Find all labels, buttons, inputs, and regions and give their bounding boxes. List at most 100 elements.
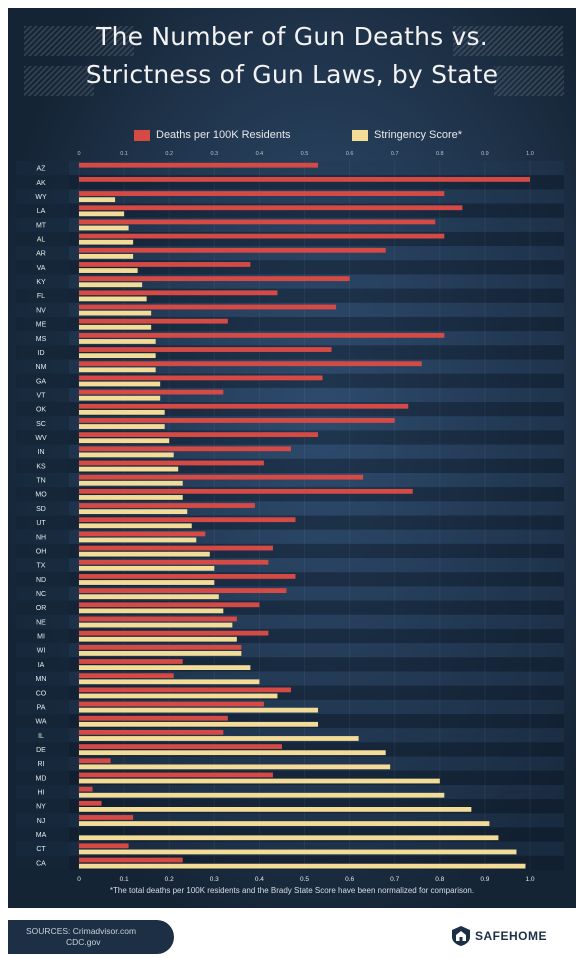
state-label: OK	[36, 407, 46, 414]
bar-stringency	[79, 651, 242, 656]
x-tick-label: 0	[77, 876, 81, 883]
state-label: WA	[35, 719, 46, 726]
legend-label-deaths: Deaths per 100K Residents	[156, 129, 291, 141]
state-label: MT	[36, 222, 47, 229]
bar-deaths	[79, 332, 445, 338]
legend-item-deaths: Deaths per 100K Residents	[134, 127, 291, 143]
state-label: HI	[38, 790, 45, 797]
bar-stringency	[79, 296, 147, 302]
bar-stringency	[79, 211, 125, 217]
bar-stringency	[79, 537, 197, 543]
sources-line-1: SOURCES: Crimadvisor.com	[26, 926, 137, 936]
bar-stringency	[79, 679, 260, 685]
bar-deaths	[79, 488, 413, 494]
bar-deaths	[79, 418, 395, 423]
bar-deaths	[79, 191, 445, 196]
state-label: MN	[36, 676, 47, 683]
bar-stringency	[79, 395, 161, 401]
bar-stringency	[79, 580, 215, 585]
bar-deaths	[79, 432, 319, 438]
state-label: TN	[36, 478, 45, 485]
x-tick-label: 0.7	[391, 151, 399, 157]
bar-deaths	[79, 233, 445, 239]
x-tick-label: 0.2	[165, 151, 173, 157]
bar-deaths	[79, 460, 264, 466]
house-shield-icon	[452, 926, 470, 946]
legend-item-stringency: Stringency Score*	[352, 127, 462, 143]
bar-stringency	[79, 622, 233, 628]
bar-deaths	[79, 800, 102, 806]
sources-line-2: CDC.gov	[66, 937, 101, 947]
brand-logo[interactable]: SAFEHOME	[452, 926, 547, 946]
bar-stringency	[79, 736, 359, 741]
bar-stringency	[79, 480, 183, 486]
state-label: IN	[38, 449, 45, 456]
bar-deaths	[79, 545, 273, 551]
bar-stringency	[79, 282, 143, 288]
state-label: OR	[36, 605, 47, 612]
bar-deaths	[79, 758, 111, 764]
bar-deaths	[79, 744, 282, 749]
state-label: CT	[36, 846, 46, 853]
x-tick-label: 0.3	[210, 151, 218, 157]
bar-deaths	[79, 247, 386, 253]
bar-deaths	[79, 772, 273, 778]
state-label: OH	[36, 548, 47, 555]
state-label: LA	[37, 208, 46, 215]
state-label: RI	[38, 761, 45, 768]
state-label: AR	[36, 251, 46, 258]
state-label: NM	[36, 364, 47, 371]
state-label: NC	[36, 591, 46, 598]
x-tick-label: 0.4	[255, 876, 264, 883]
bar-stringency	[79, 835, 499, 841]
state-label: KY	[36, 279, 46, 286]
state-label: WI	[37, 648, 46, 655]
bar-deaths	[79, 361, 422, 367]
x-tick-label: 0.5	[301, 151, 309, 157]
state-label: DE	[36, 747, 46, 754]
state-label: GA	[36, 378, 46, 385]
bar-deaths	[79, 290, 278, 296]
x-tick-label: 0.9	[481, 151, 489, 157]
state-label: IA	[38, 662, 45, 669]
x-tick-label: 0.8	[436, 151, 444, 157]
bar-stringency	[79, 707, 319, 713]
bar-deaths	[79, 375, 323, 381]
bar-deaths	[79, 630, 269, 636]
bar-stringency	[79, 495, 183, 500]
bar-stringency	[79, 821, 490, 826]
bar-deaths	[79, 673, 174, 679]
bar-stringency	[79, 608, 224, 614]
legend-label-stringency: Stringency Score*	[374, 129, 463, 141]
bar-deaths	[79, 219, 436, 225]
state-label: PA	[37, 704, 46, 711]
state-label: ID	[38, 350, 45, 357]
bar-chart: 0 0 0.1 0.1 0.2 0.2 0.3 0.3 0.4 0.4 0.5 0.5 0.6 0.6 0.…	[16, 151, 564, 883]
bar-deaths	[79, 730, 224, 735]
bar-deaths	[79, 588, 287, 593]
state-label: VA	[37, 265, 46, 272]
x-tick-label: 0.6	[346, 151, 354, 157]
bar-deaths	[79, 531, 206, 537]
x-tick-label: 0.5	[300, 876, 309, 883]
bar-deaths	[79, 687, 291, 693]
bar-stringency	[79, 253, 134, 259]
state-label: VT	[37, 392, 47, 399]
chart-title-line-2: Strictness of Gun Laws, by State	[85, 60, 499, 89]
background-texture	[8, 8, 576, 908]
x-tick-label: 0.8	[435, 876, 444, 883]
x-tick-label: 0.9	[480, 876, 489, 883]
bar-stringency	[79, 339, 156, 344]
bar-stringency	[79, 565, 215, 571]
state-label: NY	[36, 804, 46, 811]
footer: SOURCES: Crimadvisor.com CDC.gov SAFEHOM…	[0, 908, 585, 958]
state-label: AZ	[37, 166, 47, 173]
state-label: KS	[36, 463, 46, 470]
state-label: ME	[36, 322, 47, 329]
state-label: AK	[36, 180, 46, 187]
state-label: SD	[36, 506, 46, 513]
bar-deaths	[79, 701, 264, 707]
bar-deaths	[79, 559, 269, 565]
bar-deaths	[79, 318, 228, 324]
bar-deaths	[79, 602, 260, 608]
